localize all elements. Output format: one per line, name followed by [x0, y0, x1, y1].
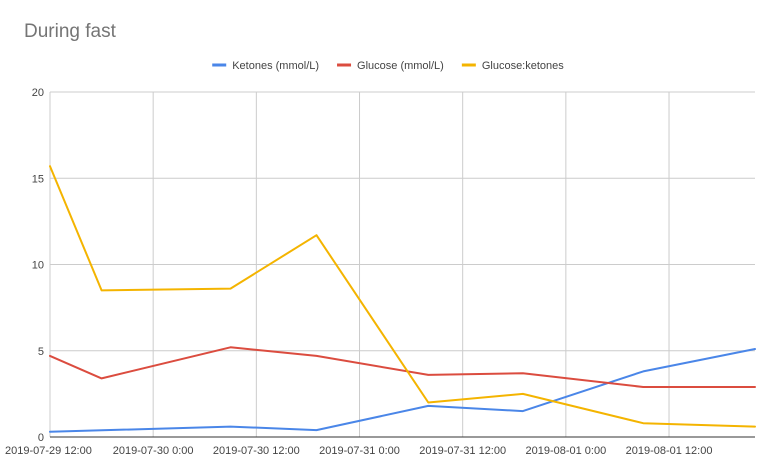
- y-tick-label: 5: [38, 346, 44, 358]
- y-axis: 0 5 10 15 20: [32, 87, 44, 444]
- x-tick-label: 2019-08-01 12:00: [626, 445, 713, 457]
- x-tick-label: 2019-07-30 0:00: [113, 445, 194, 457]
- legend-label: Glucose:ketones: [482, 60, 564, 72]
- series-line-1: [49, 346, 756, 388]
- y-tick-label: 20: [32, 87, 44, 99]
- legend-label: Ketones (mmol/L): [232, 60, 319, 72]
- series-line-0: [49, 348, 756, 433]
- legend-item: Glucose:ketones: [461, 60, 564, 72]
- x-tick-label: 2019-07-31 12:00: [419, 445, 506, 457]
- legend-label: Glucose (mmol/L): [357, 60, 444, 72]
- x-tick-label: 2019-07-31 0:00: [319, 445, 400, 457]
- x-axis: 2019-07-29 12:00 2019-07-30 0:00 2019-07-3…: [5, 436, 755, 457]
- chart-title: During fast: [24, 21, 117, 42]
- y-tick-label: 10: [32, 260, 44, 272]
- x-tick-label: 2019-08-01 0:00: [525, 445, 606, 457]
- legend-item: Glucose (mmol/L): [337, 60, 444, 72]
- y-tick-label: 0: [38, 432, 44, 444]
- x-tick-label: 2019-07-29 12:00: [5, 445, 92, 457]
- x-tick-label: 2019-07-30 12:00: [213, 445, 300, 457]
- y-tick-label: 15: [32, 173, 44, 185]
- grid: [49, 91, 755, 437]
- series-group: [49, 165, 756, 433]
- series-line-2: [49, 165, 756, 428]
- legend-item: Ketones (mmol/L): [212, 60, 319, 72]
- legend: Ketones (mmol/L) Glucose (mmol/L) Glucose:…: [212, 60, 564, 72]
